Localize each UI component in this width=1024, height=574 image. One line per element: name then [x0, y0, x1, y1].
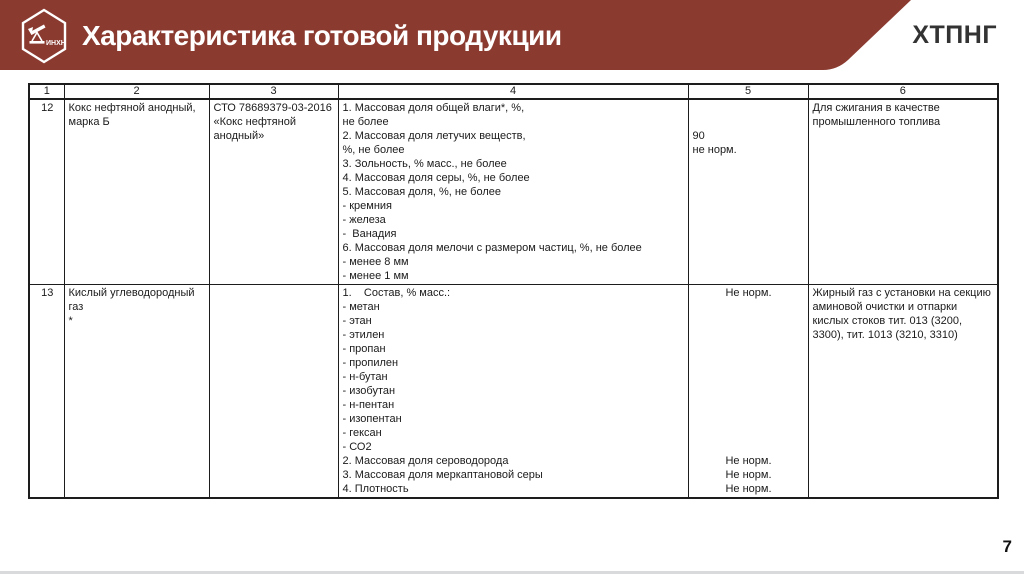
column-header: 2	[63, 83, 210, 100]
logo-text: ИНХН	[46, 40, 66, 47]
brand-name: ХТПНГ	[912, 21, 997, 49]
table-cell	[208, 284, 339, 499]
table-cell: 1. Массовая доля общей влаги*, %, не бол…	[337, 98, 689, 285]
bottom-edge-strip	[0, 571, 1024, 574]
table-row: 12 Кокс нефтяной анодный, марка Б СТО 7868…	[28, 98, 999, 285]
pumpjack-icon	[28, 24, 46, 44]
column-header: 4	[337, 83, 689, 100]
column-header: 6	[807, 83, 999, 100]
table-cell: 90 не норм.	[687, 98, 809, 285]
table-cell: 12	[28, 98, 65, 285]
company-logo-icon: ИНХН	[21, 8, 67, 64]
slide-title: Характеристика готовой продукции	[82, 20, 562, 51]
page-number: 7	[1002, 537, 1012, 556]
table-cell: Не норм. Не норм. Не норм. Не норм.	[687, 284, 809, 499]
table-row: 13 Кислый углеводородный газ * 1. Состав, …	[28, 284, 999, 499]
banner-shape	[0, 0, 911, 70]
column-header: 3	[208, 83, 339, 100]
column-header: 1	[28, 83, 65, 100]
table-cell: Жирный газ с установки на секцию аминово…	[807, 284, 999, 499]
column-header: 5	[687, 83, 809, 100]
table-cell: 1. Состав, % масс.: - метан - этан - эти…	[337, 284, 689, 499]
table-cell: Кислый углеводородный газ *	[63, 284, 210, 499]
header-banner: ИНХН Характеристика готовой продукции	[0, 0, 1024, 70]
table-cell: 13	[28, 284, 65, 499]
table-cell: СТО 78689379-03-2016 «Кокс нефтяной анод…	[208, 98, 339, 285]
table-cell: Для сжигания в качестве промышленного то…	[807, 98, 999, 285]
table-body: 12 Кокс нефтяной анодный, марка Б СТО 7868…	[28, 98, 999, 499]
table-cell: Кокс нефтяной анодный, марка Б	[63, 98, 210, 285]
